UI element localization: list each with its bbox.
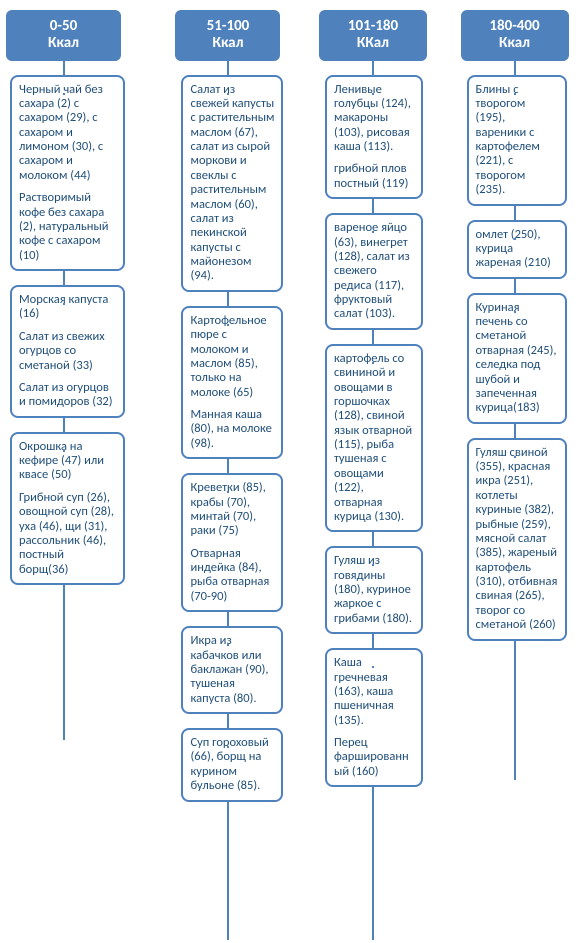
food-card: омлет (250), курица жареная (210) <box>467 220 567 279</box>
calorie-chart: 0-50Ккал Черный чай без сахара (2) с саха… <box>6 10 579 802</box>
food-item-text: Креветки (85), крабы (70), минтай (70), … <box>190 481 274 539</box>
calorie-column: 180-400Ккал Блины с творогом (195), варен… <box>435 10 580 641</box>
food-item-text: Гуляш из говядины (180), куриное жаркое … <box>334 554 414 626</box>
food-item-text: Блины с творогом (195), вареники с карто… <box>476 83 558 198</box>
connector-horizontal <box>63 450 65 452</box>
food-card: Икра из кабачков или баклажан (90), туше… <box>181 626 283 714</box>
food-item-text: Окрошка на кефире (47) или квасе (50) <box>19 440 116 483</box>
food-card: Черный чай без сахара (2) с сахаром (29)… <box>10 75 125 272</box>
connector-horizontal <box>514 93 516 95</box>
column-header: 101-180ККал <box>319 10 427 61</box>
column-header: 51-100Ккал <box>175 10 280 61</box>
food-item-text: Гуляш свиной (355), красная икра (251), … <box>476 446 558 633</box>
connector-horizontal <box>227 324 229 326</box>
connector-horizontal <box>372 93 374 95</box>
food-card: Куриная печень со сметаной отварная (245… <box>467 293 567 424</box>
food-item-text: Морская капуста (16) <box>19 293 116 322</box>
food-card: Салат из свежей капусты с растительным м… <box>181 75 283 292</box>
food-item-text: Салат из огурцов и помидоров (32) <box>19 381 116 410</box>
connector-horizontal <box>227 93 229 95</box>
food-item-text: Грибной суп (26), овощной суп (28), уха … <box>19 491 116 577</box>
calorie-column: 101-180ККал Ленивые голубцы (124), макаро… <box>295 10 435 787</box>
connector-horizontal <box>372 564 374 566</box>
food-item-text: Салат из свежих огурцов со сметаной (33) <box>19 330 116 373</box>
food-card: Картофельное пюре с молоком и маслом (85… <box>181 306 283 459</box>
calorie-column: 0-50Ккал Черный чай без сахара (2) с саха… <box>6 10 155 585</box>
food-card: Каша гречневая (163), каша пшеничная (13… <box>325 648 423 787</box>
food-item-text: Картофельное пюре с молоком и маслом (85… <box>190 314 274 400</box>
column-header: 180-400Ккал <box>461 10 569 61</box>
food-item-text: Куриная печень со сметаной отварная (245… <box>476 301 558 416</box>
food-item-text: Растворимый кофе без сахара (2), натурал… <box>19 191 116 263</box>
connector-horizontal <box>514 238 516 240</box>
food-item-text: Салат из свежей капусты с растительным м… <box>190 83 274 284</box>
calorie-column: 51-100Ккал Салат из свежей капусты с раст… <box>155 10 295 802</box>
food-item-text: Икра из кабачков или баклажан (90), туше… <box>190 634 274 706</box>
column-header: 0-50Ккал <box>6 10 121 61</box>
food-item-text: Отварная индейка (84), рыба отварная (70… <box>190 547 274 605</box>
food-card: Креветки (85), крабы (70), минтай (70), … <box>181 473 283 612</box>
food-item-text: картофель со свининой и овощами в горшоч… <box>334 352 414 525</box>
food-item-text: Манная каша (80), на молоке (98). <box>190 408 274 451</box>
connector-horizontal <box>372 362 374 364</box>
food-item-text: вареное яйцо (63), винегрет (128), салат… <box>334 221 414 322</box>
connector-horizontal <box>514 456 516 458</box>
food-card: картофель со свининой и овощами в горшоч… <box>325 344 423 533</box>
connector-horizontal <box>63 93 65 95</box>
connector-horizontal <box>63 303 65 305</box>
food-item-text: Суп гороховый (66), борщ на курином буль… <box>190 736 274 794</box>
food-item-text: Черный чай без сахара (2) с сахаром (29)… <box>19 83 116 184</box>
connector-horizontal <box>227 491 229 493</box>
connector-horizontal <box>514 311 516 313</box>
food-card: Гуляш свиной (355), красная икра (251), … <box>467 438 567 641</box>
food-card: Морская капуста (16) Салат из свежих огур… <box>10 285 125 418</box>
food-card: Ленивые голубцы (124), макароны (103), р… <box>325 75 423 200</box>
food-card: Гуляш из говядины (180), куриное жаркое … <box>325 546 423 634</box>
connector-horizontal <box>227 644 229 646</box>
connector-horizontal <box>372 666 374 668</box>
connector-horizontal <box>372 231 374 233</box>
connector-horizontal <box>227 746 229 748</box>
food-item-text: Каша гречневая (163), каша пшеничная (13… <box>334 656 414 728</box>
food-item-text: грибной плов постный (119) <box>334 162 414 191</box>
food-card: Блины с творогом (195), вареники с карто… <box>467 75 567 206</box>
food-card: вареное яйцо (63), винегрет (128), салат… <box>325 213 423 330</box>
food-card: Окрошка на кефире (47) или квасе (50) Гри… <box>10 432 125 585</box>
food-card: Суп гороховый (66), борщ на курином буль… <box>181 728 283 802</box>
food-item-text: Перец фаршированный (160) <box>334 736 414 779</box>
food-item-text: Ленивые голубцы (124), макароны (103), р… <box>334 83 414 155</box>
food-item-text: омлет (250), курица жареная (210) <box>476 228 558 271</box>
